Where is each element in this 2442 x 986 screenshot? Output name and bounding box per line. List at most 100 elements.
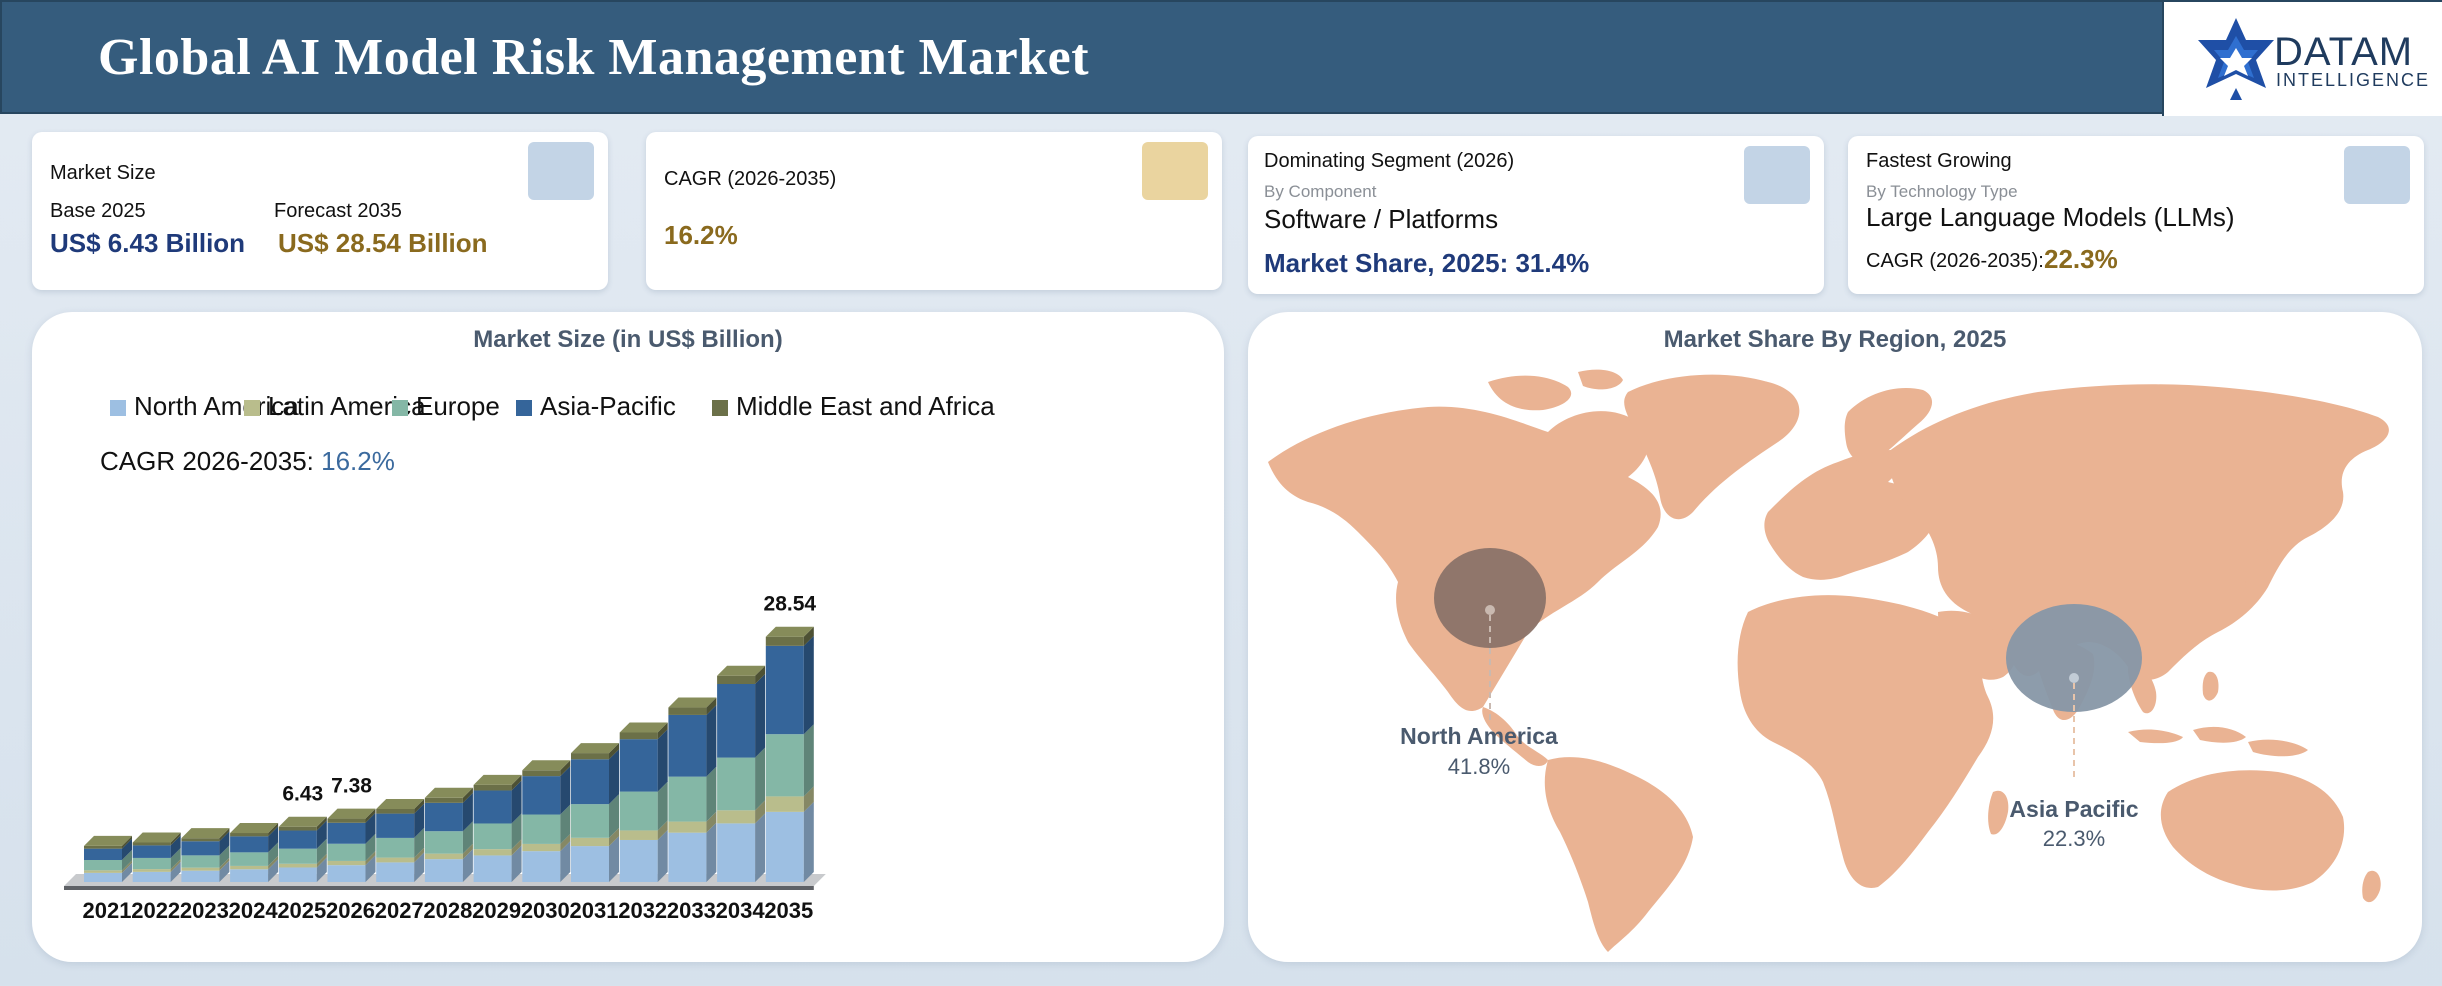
bar-segment-side [365, 850, 376, 866]
logo[interactable]: DATAM INTELLIGENCE [2162, 2, 2442, 116]
bar-segment [181, 870, 220, 882]
scandinavia-land [1844, 388, 1933, 464]
philippines-land [2202, 671, 2219, 701]
chart-floor-edge [64, 886, 814, 890]
bar-segment [619, 839, 658, 882]
new-zealand-land [2362, 870, 2381, 903]
bar-segment-side [316, 838, 327, 864]
x-tick-label: 2028 [423, 898, 472, 923]
bar-segment [278, 826, 317, 831]
bar-2021[interactable] [84, 835, 132, 882]
bar-segment-side [560, 760, 571, 777]
bar-segment-side [657, 820, 668, 840]
bar-segment-side [803, 801, 814, 882]
bar-segment-side [122, 860, 132, 873]
bar-segment-side [414, 803, 425, 838]
fastest-label: Fastest Growing [1866, 150, 2012, 172]
x-tick-label: 2031 [570, 898, 619, 923]
bar-segment [765, 811, 804, 882]
bar-segment [473, 855, 512, 882]
base-value: US$ 6.43 Billion [50, 228, 246, 258]
bar-segment [84, 845, 122, 849]
bar-2034[interactable] [717, 665, 766, 882]
bar-2027[interactable] [376, 798, 425, 882]
bar-2031[interactable] [571, 743, 619, 882]
bar-segment [668, 707, 707, 715]
bar-2023[interactable] [181, 828, 230, 882]
bar-segment-side [706, 811, 717, 833]
bar-2022[interactable] [132, 832, 181, 882]
market-size-label: Market Size [50, 162, 156, 184]
south-america-land [1544, 757, 1693, 952]
bar-segment [327, 865, 366, 882]
bar-2025[interactable] [278, 816, 327, 882]
x-tick-label: 2024 [229, 898, 279, 923]
bar-segment-side [560, 766, 571, 815]
bar-2024[interactable] [230, 823, 279, 882]
asia-pacific-bubble[interactable] [2006, 604, 2142, 712]
bar-segment [717, 675, 756, 684]
bar-segment [132, 842, 171, 846]
bar-segment [278, 848, 317, 864]
europe-land [1764, 450, 1938, 580]
x-tick-label: 2027 [375, 898, 424, 923]
bar-segment-side [365, 855, 376, 882]
bar-segment-side [122, 850, 132, 871]
africa-land [1737, 595, 1994, 888]
bar-segment-side [268, 859, 279, 882]
bar-2026[interactable] [327, 808, 376, 882]
bar-2028[interactable] [424, 787, 473, 882]
x-tick-label: 2022 [131, 898, 180, 923]
bar-2029[interactable] [473, 774, 522, 882]
bar-segment [522, 776, 561, 815]
bar-segment-side [755, 800, 766, 824]
bar-segment [376, 837, 415, 858]
bar-segment-side [560, 833, 571, 852]
bar-segment [571, 753, 609, 760]
bar-segment-side [268, 842, 279, 866]
bar-segment [571, 804, 609, 838]
north-america-bubble[interactable] [1434, 548, 1546, 648]
bar-segment [230, 836, 269, 853]
bar-segment-side [657, 722, 668, 740]
cagr-label: CAGR (2026-2035) [664, 168, 837, 190]
bar-2030[interactable] [522, 760, 571, 882]
market-size-card: Market Size Base 2025 Forecast 2035 US$ … [32, 132, 608, 290]
bar-2035[interactable] [765, 626, 814, 882]
bar-segment [717, 684, 756, 758]
bar-segment-side [755, 674, 766, 758]
bar-2032[interactable] [619, 722, 668, 882]
asia-land [1888, 384, 2389, 680]
star-logo-icon [2198, 18, 2274, 100]
north-america-marker [1485, 605, 1495, 615]
bar-segment [668, 821, 707, 833]
bar-segment [668, 714, 707, 777]
bar-segment-side [316, 816, 327, 831]
fastest-sub: By Technology Type [1866, 182, 2018, 201]
bar-segment-side [803, 635, 814, 735]
bar-segment-side [316, 820, 327, 849]
dominating-sub: By Component [1264, 182, 1377, 201]
x-tick-label: 2029 [472, 898, 521, 923]
bar-segment [181, 855, 220, 868]
asia-pacific-value: 22.3% [2043, 826, 2105, 851]
bar-segment-side [170, 835, 181, 858]
logo-word-datam: DATAM [2274, 30, 2414, 74]
bar-segment-side [755, 665, 766, 684]
bar-segment-side [219, 828, 230, 842]
madagascar-land [1988, 790, 2009, 835]
bar-segment [278, 863, 317, 868]
bar-segment [765, 645, 804, 735]
bar-segment-side [122, 838, 132, 860]
bar-2033[interactable] [668, 697, 717, 882]
bar-segment [522, 851, 561, 882]
bar-top [376, 798, 425, 809]
x-tick-label: 2035 [764, 898, 813, 923]
card-swatch [528, 142, 594, 200]
bar-segment-side [803, 724, 814, 797]
bar-segment [181, 838, 220, 842]
bar-segment-side [462, 787, 473, 803]
bar-segment-side [414, 852, 425, 882]
bar-top [473, 774, 522, 785]
bar-segment [84, 860, 122, 871]
